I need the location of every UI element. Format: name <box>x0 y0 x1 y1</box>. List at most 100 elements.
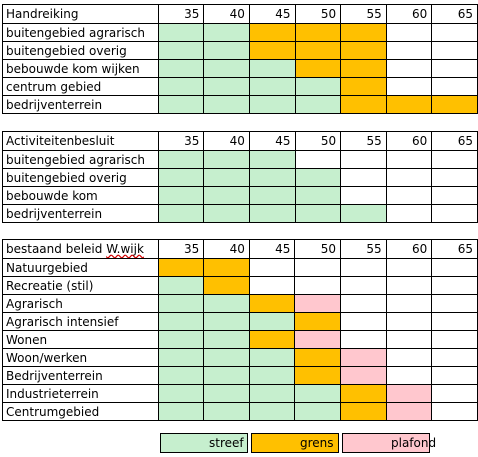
column-header-35: 35 <box>157 4 205 24</box>
column-header-40: 40 <box>203 4 250 24</box>
column-header-60: 60 <box>385 239 433 259</box>
cell-45 <box>248 294 296 313</box>
table-title: bestaand beleid W.wijk <box>2 239 159 259</box>
row-label: bedrijventerrein <box>2 95 159 114</box>
cell-65 <box>431 330 478 349</box>
table-row: Industrieterrein <box>2 384 478 403</box>
cell-50 <box>294 258 342 277</box>
row-label: Centrumgebied <box>2 402 159 421</box>
cell-35 <box>157 384 205 403</box>
row-label: bebouwde kom <box>2 186 159 205</box>
cell-40 <box>203 204 250 223</box>
table-row: Woon/werken <box>2 348 478 367</box>
row-label: Bedrijventerrein <box>2 366 159 385</box>
cell-40 <box>203 168 250 187</box>
cell-65 <box>431 77 478 96</box>
row-label: Agrarisch intensief <box>2 312 159 331</box>
cell-40 <box>203 77 250 96</box>
cell-55 <box>340 204 387 223</box>
cell-35 <box>157 77 205 96</box>
cell-65 <box>431 204 478 223</box>
activiteitenbesluit-table: Activiteitenbesluit 35 40 45 50 55 60 65 buiteng… <box>2 131 478 223</box>
cell-50 <box>294 312 342 331</box>
cell-60 <box>385 23 433 42</box>
cell-60 <box>385 384 433 403</box>
column-header-35: 35 <box>157 239 205 259</box>
cell-60 <box>385 276 433 295</box>
cell-55 <box>340 348 387 367</box>
cell-65 <box>431 366 478 385</box>
cell-40 <box>203 366 250 385</box>
cell-45 <box>248 186 296 205</box>
table-row: buitengebied agrarisch <box>2 23 478 42</box>
cell-35 <box>157 348 205 367</box>
cell-45 <box>248 258 296 277</box>
column-header-50: 50 <box>294 131 342 151</box>
column-header-65: 65 <box>431 131 478 151</box>
table-row: bedrijventerrein <box>2 204 478 223</box>
cell-60 <box>385 330 433 349</box>
legend-label-streef: streef <box>209 436 244 450</box>
cell-50 <box>294 59 342 78</box>
cell-40 <box>203 150 250 169</box>
cell-40 <box>203 23 250 42</box>
cell-35 <box>157 312 205 331</box>
row-label: bedrijventerrein <box>2 204 159 223</box>
cell-65 <box>431 384 478 403</box>
cell-55 <box>340 258 387 277</box>
row-label: Woon/werken <box>2 348 159 367</box>
cell-45 <box>248 150 296 169</box>
cell-35 <box>157 204 205 223</box>
cell-55 <box>340 41 387 60</box>
cell-35 <box>157 168 205 187</box>
cell-65 <box>431 186 478 205</box>
column-header-55: 55 <box>340 4 387 24</box>
cell-60 <box>385 402 433 421</box>
cell-60 <box>385 312 433 331</box>
cell-40 <box>203 330 250 349</box>
cell-45 <box>248 312 296 331</box>
cell-55 <box>340 77 387 96</box>
column-header-60: 60 <box>385 131 433 151</box>
table-row: Bedrijventerrein <box>2 366 478 385</box>
cell-50 <box>294 168 342 187</box>
table-title: Handreiking <box>2 4 159 24</box>
cell-45 <box>248 204 296 223</box>
cell-65 <box>431 150 478 169</box>
cell-55 <box>340 384 387 403</box>
cell-40 <box>203 41 250 60</box>
cell-50 <box>294 186 342 205</box>
row-label: buitengebied agrarisch <box>2 150 159 169</box>
handreiking-table: Handreiking 35 40 45 50 55 60 65 buitengebied ag… <box>2 4 478 114</box>
cell-50 <box>294 276 342 295</box>
column-header-40: 40 <box>203 131 250 151</box>
row-label: buitengebied agrarisch <box>2 23 159 42</box>
column-header-65: 65 <box>431 239 478 259</box>
row-label: centrum gebied <box>2 77 159 96</box>
legend-swatch-grens <box>251 433 339 453</box>
cell-40 <box>203 312 250 331</box>
cell-35 <box>157 41 205 60</box>
cell-50 <box>294 41 342 60</box>
table-row: centrum gebied <box>2 77 478 96</box>
cell-55 <box>340 59 387 78</box>
legend: streef grens plafond <box>0 433 478 457</box>
cell-40 <box>203 402 250 421</box>
table-row: Agrarisch <box>2 294 478 313</box>
cell-55 <box>340 330 387 349</box>
row-label: bebouwde kom wijken <box>2 59 159 78</box>
cell-45 <box>248 402 296 421</box>
cell-60 <box>385 348 433 367</box>
row-label: Natuurgebied <box>2 258 159 277</box>
cell-65 <box>431 59 478 78</box>
cell-45 <box>248 348 296 367</box>
legend-label-grens: grens <box>300 436 334 450</box>
cell-45 <box>248 23 296 42</box>
table-row: Agrarisch intensief <box>2 312 478 331</box>
cell-50 <box>294 402 342 421</box>
bestaand-beleid-table: bestaand beleid W.wijk 35 40 45 50 55 60 65 Natu… <box>2 239 478 421</box>
cell-35 <box>157 186 205 205</box>
table-row: Natuurgebied <box>2 258 478 277</box>
table-row: Wonen <box>2 330 478 349</box>
row-label: Recreatie (stil) <box>2 276 159 295</box>
